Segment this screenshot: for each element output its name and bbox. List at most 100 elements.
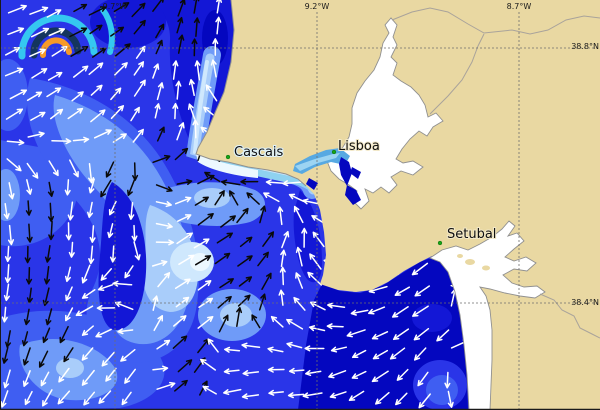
current-vector-arrow <box>372 349 389 360</box>
current-vector-arrow <box>447 390 454 408</box>
current-vector-arrow <box>59 325 69 344</box>
current-vector-arrow <box>69 159 79 178</box>
current-vector-arrow <box>391 306 409 318</box>
current-vector-arrow <box>110 26 125 37</box>
current-vector-arrow <box>238 276 253 287</box>
current-vector-arrow <box>239 236 253 248</box>
current-vector-arrow <box>43 266 51 285</box>
current-vector-arrow <box>5 108 24 120</box>
current-vector-arrow <box>48 160 59 177</box>
current-vector-arrow <box>44 244 51 263</box>
current-vector-arrow <box>330 346 348 353</box>
current-vector-arrow <box>202 385 217 395</box>
rivers <box>391 7 600 339</box>
current-vector-arrow <box>7 27 25 36</box>
current-vector-arrow <box>26 91 43 102</box>
current-vector-arrow <box>3 202 10 220</box>
city-label-cascais: Cascais <box>234 145 284 160</box>
current-vector-arrow <box>113 2 130 13</box>
current-vector-arrow <box>127 179 136 197</box>
current-vector-arrow <box>173 315 187 327</box>
lon-label: 8.7°W <box>507 2 532 11</box>
current-vector-arrow <box>88 178 95 194</box>
current-vector-arrow <box>177 359 193 373</box>
current-vector-arrow <box>218 314 229 333</box>
current-vector-arrow <box>309 301 326 311</box>
current-vector-arrow <box>216 232 233 244</box>
current-vector-arrow <box>174 379 188 392</box>
current-vector-arrow <box>64 266 72 283</box>
current-vector-arrow <box>188 78 195 97</box>
current-vector-arrow <box>97 284 114 292</box>
current-vector-arrow <box>27 131 45 138</box>
current-vector-arrow <box>174 196 192 205</box>
current-vector-arrow <box>45 308 53 326</box>
current-vector-arrow <box>72 65 89 78</box>
current-vector-arrow <box>26 223 33 243</box>
current-vector-arrow <box>152 154 171 164</box>
current-vector-arrow <box>205 84 218 102</box>
current-vector-arrow <box>48 220 55 241</box>
current-vector-arrow <box>236 207 249 224</box>
current-vector-arrow <box>133 19 146 35</box>
current-vector-arrow <box>229 190 239 206</box>
current-vector-arrow <box>109 245 117 263</box>
current-vector-arrow <box>224 346 241 353</box>
current-vector-arrow <box>155 184 173 193</box>
current-vector-arrow <box>81 289 96 299</box>
current-vector-arrow <box>174 147 189 161</box>
current-vector-arrow <box>88 6 107 16</box>
lat-label: 38.8°N <box>571 42 599 51</box>
current-vector-arrow <box>121 391 132 406</box>
current-vector-arrow <box>88 163 95 184</box>
graticule <box>0 12 600 410</box>
current-vector-arrow <box>47 181 54 198</box>
land-mass <box>196 0 600 410</box>
current-vector-arrow <box>278 289 285 306</box>
strait-deep-fingers <box>306 157 361 205</box>
current-vector-arrow <box>57 390 71 405</box>
current-vector-arrow <box>7 4 27 14</box>
current-vector-arrow <box>193 0 200 14</box>
current-vector-arrow <box>207 338 219 353</box>
current-vector-arrow <box>81 264 91 284</box>
current-vector-arrow <box>47 71 63 81</box>
current-vector-arrow <box>124 265 134 279</box>
current-vector-arrow <box>67 107 84 120</box>
current-vector-arrow <box>197 213 214 226</box>
current-vector-arrow <box>418 393 431 409</box>
current-vector-arrow <box>176 16 184 34</box>
current-vector-arrow <box>9 89 28 100</box>
current-vector-arrow <box>200 358 217 371</box>
current-vector-arrow <box>194 60 201 81</box>
current-vector-arrow <box>63 347 74 363</box>
current-vector-arrow <box>90 84 103 96</box>
city-dot-lisboa <box>331 149 337 155</box>
current-vector-arrow <box>156 126 165 142</box>
current-vector-arrow <box>309 253 322 270</box>
current-vector-arrow <box>286 341 303 349</box>
current-vector-arrow <box>220 215 236 228</box>
current-vector-arrow <box>176 232 193 245</box>
current-vector-arrow <box>65 222 72 241</box>
estuaries <box>326 17 546 410</box>
current-vector-arrow <box>175 296 190 308</box>
current-vector-arrow <box>257 251 269 267</box>
current-vector-arrow <box>444 371 451 389</box>
logo-tail-arc <box>100 7 115 55</box>
current-vector-arrow <box>214 190 225 206</box>
current-vector-arrow <box>192 119 199 139</box>
current-vector-arrow <box>22 347 31 366</box>
current-vector-arrow <box>83 391 96 406</box>
current-vector-arrow <box>132 128 144 143</box>
current-vector-arrow <box>4 245 12 263</box>
current-vector-arrow <box>152 63 160 79</box>
current-vector-arrow <box>277 206 284 226</box>
current-vector-arrow <box>177 214 192 222</box>
current-vector-arrow <box>124 368 136 384</box>
current-vector-arrow <box>81 325 94 336</box>
current-vector-arrow <box>293 205 304 224</box>
current-vector-arrow <box>128 201 135 220</box>
current-vector-arrow <box>65 286 73 302</box>
current-vector-arrow <box>23 308 31 326</box>
